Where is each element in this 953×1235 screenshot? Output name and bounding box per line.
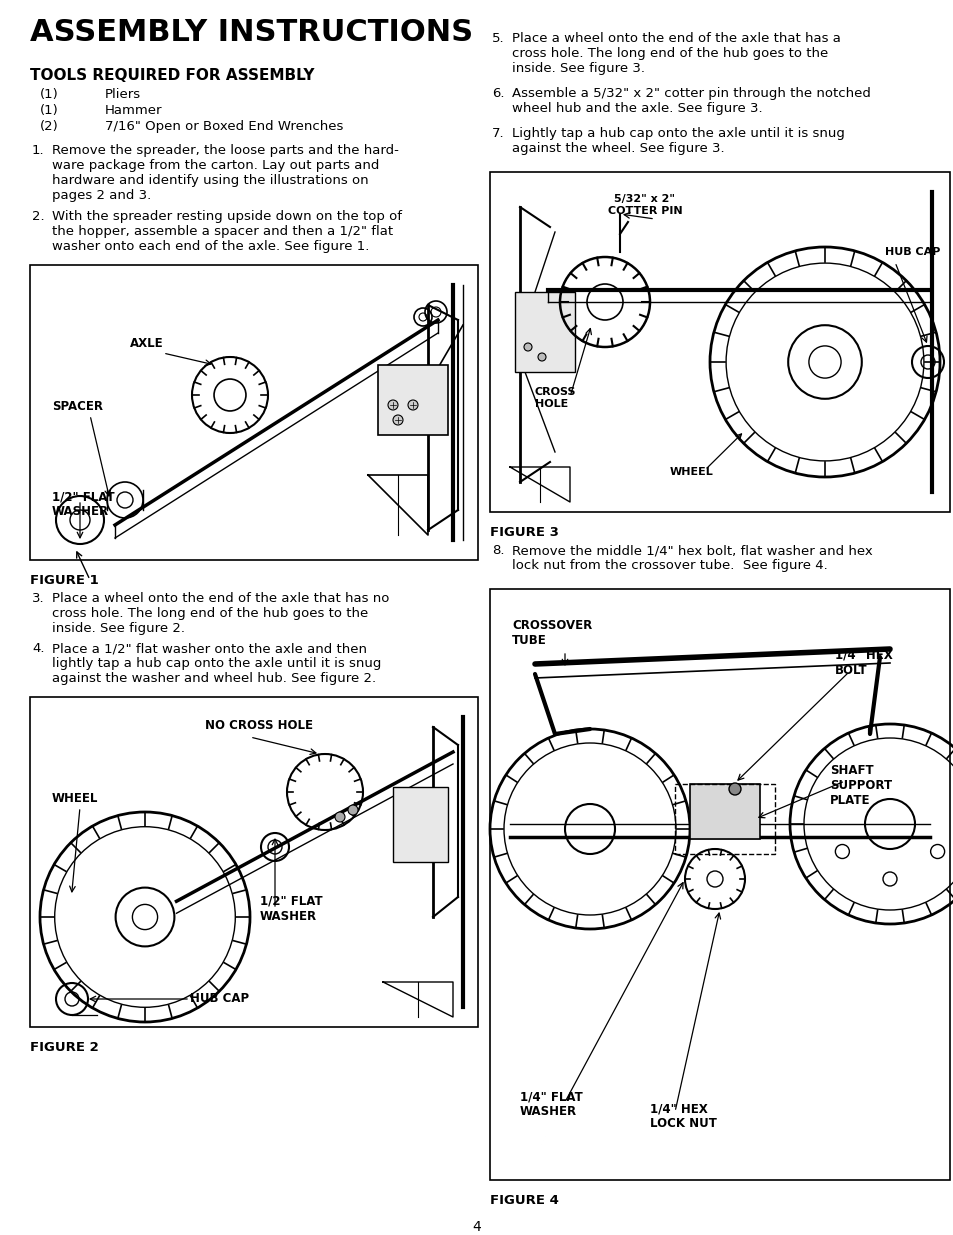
Text: 1/4" FLAT
WASHER: 1/4" FLAT WASHER	[519, 1091, 582, 1118]
Text: Remove the spreader, the loose parts and the hard-
ware package from the carton.: Remove the spreader, the loose parts and…	[52, 144, 398, 203]
Circle shape	[728, 783, 740, 795]
Text: CROSSOVER
TUBE: CROSSOVER TUBE	[512, 619, 592, 647]
Text: 5.: 5.	[492, 32, 504, 44]
Bar	[515, 291, 575, 372]
Text: 3.: 3.	[32, 592, 45, 605]
Circle shape	[348, 805, 357, 815]
Text: Place a wheel onto the end of the axle that has a
cross hole. The long end of th: Place a wheel onto the end of the axle t…	[512, 32, 840, 75]
Circle shape	[523, 343, 532, 351]
Text: TOOLS REQUIRED FOR ASSEMBLY: TOOLS REQUIRED FOR ASSEMBLY	[30, 68, 314, 83]
Text: 1/4" HEX
LOCK NUT: 1/4" HEX LOCK NUT	[649, 1102, 716, 1130]
Text: ASSEMBLY INSTRUCTIONS: ASSEMBLY INSTRUCTIONS	[30, 19, 473, 47]
Text: FIGURE 2: FIGURE 2	[30, 1041, 99, 1053]
Circle shape	[408, 400, 417, 410]
Bar	[377, 366, 448, 435]
Text: Place a 1/2" flat washer onto the axle and then
lightly tap a hub cap onto the a: Place a 1/2" flat washer onto the axle a…	[52, 642, 381, 685]
Text: FIGURE 3: FIGURE 3	[490, 526, 558, 538]
Bar	[30, 697, 477, 1028]
Text: 5/32" x 2"
COTTER PIN: 5/32" x 2" COTTER PIN	[607, 194, 681, 216]
Text: SPACER: SPACER	[52, 400, 103, 412]
Text: Lightly tap a hub cap onto the axle until it is snug
against the wheel. See figu: Lightly tap a hub cap onto the axle unti…	[512, 127, 844, 156]
Text: WHEEL: WHEEL	[669, 467, 713, 477]
Bar	[393, 787, 448, 862]
Text: 1/4" HEX
BOLT: 1/4" HEX BOLT	[834, 650, 892, 677]
Text: 4.: 4.	[32, 642, 45, 655]
Text: Remove the middle 1/4" hex bolt, flat washer and hex
lock nut from the crossover: Remove the middle 1/4" hex bolt, flat wa…	[512, 543, 872, 572]
Text: 8.: 8.	[492, 543, 504, 557]
Text: 2.: 2.	[32, 210, 45, 224]
Text: 4: 4	[472, 1220, 481, 1234]
Text: Hammer: Hammer	[105, 104, 162, 117]
Bar	[30, 266, 477, 559]
Text: 7.: 7.	[492, 127, 504, 140]
Text: Pliers: Pliers	[105, 88, 141, 101]
Text: AXLE: AXLE	[130, 337, 164, 350]
Text: FIGURE 1: FIGURE 1	[30, 574, 99, 587]
Text: WHEEL: WHEEL	[52, 792, 98, 805]
Text: HUB CAP: HUB CAP	[883, 247, 939, 257]
Circle shape	[388, 400, 397, 410]
Bar	[675, 784, 774, 853]
Bar	[490, 589, 949, 1179]
Text: (1): (1)	[40, 88, 59, 101]
Text: HUB CAP: HUB CAP	[190, 992, 249, 1005]
Text: FIGURE 4: FIGURE 4	[490, 1194, 558, 1207]
Circle shape	[335, 811, 345, 823]
Text: 7/16" Open or Boxed End Wrenches: 7/16" Open or Boxed End Wrenches	[105, 120, 343, 133]
Text: CROSS
HOLE: CROSS HOLE	[535, 387, 576, 409]
Text: (1): (1)	[40, 104, 59, 117]
Text: With the spreader resting upside down on the top of
the hopper, assemble a space: With the spreader resting upside down on…	[52, 210, 401, 253]
Text: 1/2" FLAT
WASHER: 1/2" FLAT WASHER	[52, 490, 114, 517]
Circle shape	[537, 353, 545, 361]
Text: 1.: 1.	[32, 144, 45, 157]
Text: SHAFT
SUPPORT
PLATE: SHAFT SUPPORT PLATE	[829, 764, 891, 806]
Text: 1/2" FLAT
WASHER: 1/2" FLAT WASHER	[260, 895, 322, 923]
Bar	[490, 172, 949, 513]
Text: Assemble a 5/32" x 2" cotter pin through the notched
wheel hub and the axle. See: Assemble a 5/32" x 2" cotter pin through…	[512, 86, 870, 115]
Text: (2): (2)	[40, 120, 59, 133]
Text: 6.: 6.	[492, 86, 504, 100]
Text: Place a wheel onto the end of the axle that has no
cross hole. The long end of t: Place a wheel onto the end of the axle t…	[52, 592, 389, 635]
Circle shape	[393, 415, 402, 425]
Text: NO CROSS HOLE: NO CROSS HOLE	[205, 719, 313, 732]
Bar	[689, 784, 760, 839]
